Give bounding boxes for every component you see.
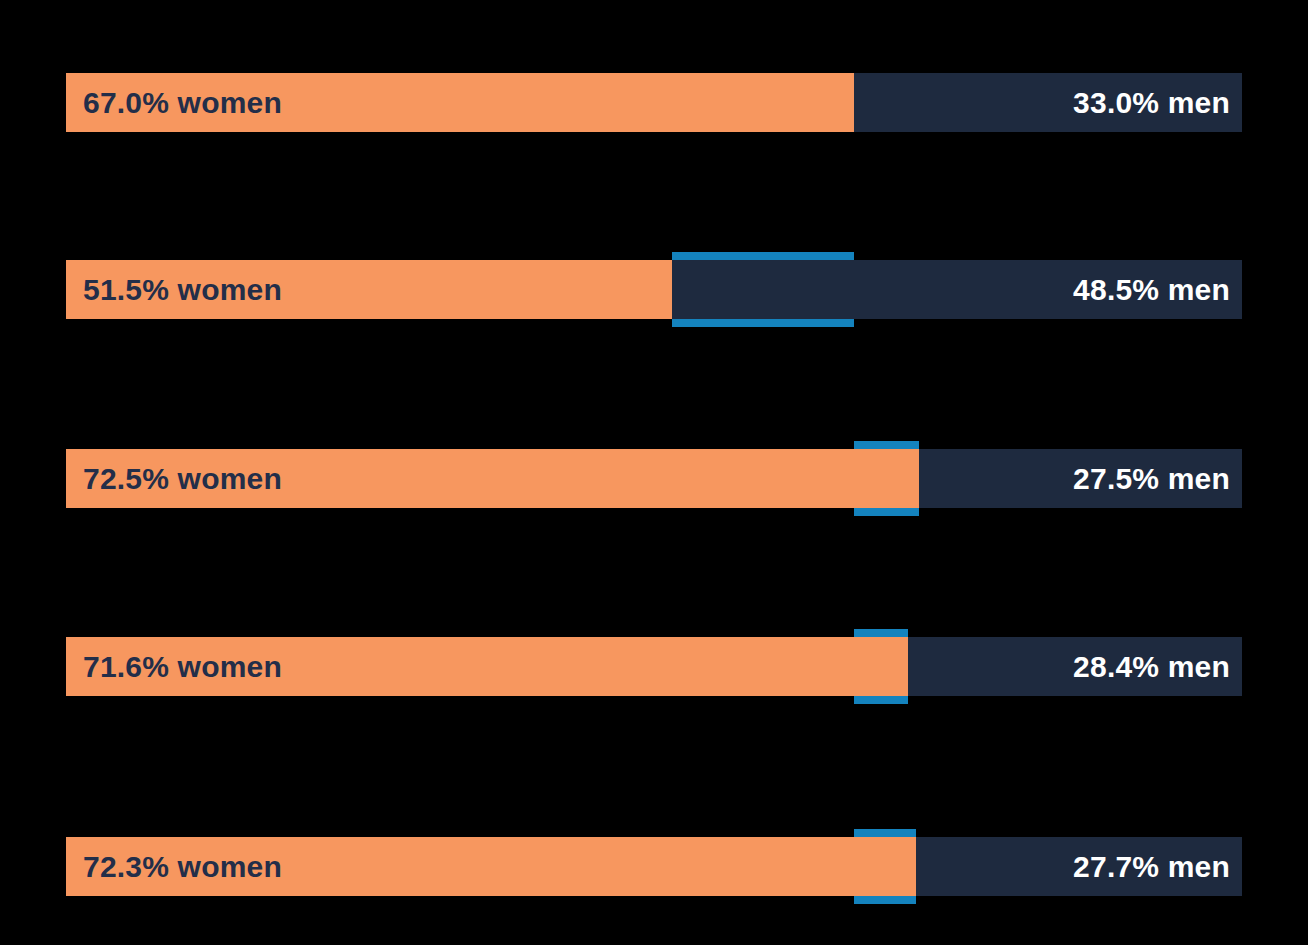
bar-row: 72.5% women 27.5% men [66,449,1242,508]
bar-row: 72.3% women 27.7% men [66,837,1242,896]
men-segment: 33.0% men [854,73,1242,132]
bar-row: 51.5% women 48.5% men [66,260,1242,319]
men-segment: 28.4% men [908,637,1242,696]
women-label: 71.6% women [83,650,282,684]
stacked-bar: 67.0% women 33.0% men [66,73,1242,132]
stacked-bar: 71.6% women 28.4% men [66,637,1242,696]
men-label: 33.0% men [1073,86,1230,120]
men-segment: 27.7% men [916,837,1242,896]
women-label: 51.5% women [83,273,282,307]
women-label: 67.0% women [83,86,282,120]
stacked-bar: 72.5% women 27.5% men [66,449,1242,508]
stacked-bar: 72.3% women 27.7% men [66,837,1242,896]
stacked-bar: 51.5% women 48.5% men [66,260,1242,319]
men-segment: 48.5% men [672,260,1242,319]
bar-row: 67.0% women 33.0% men [66,73,1242,132]
men-label: 48.5% men [1073,273,1230,307]
men-segment: 27.5% men [919,449,1242,508]
women-segment: 71.6% women [66,637,908,696]
gender-share-stacked-bar-chart: 67.0% women 33.0% men 51.5% women 48.5% … [0,0,1308,945]
men-label: 27.7% men [1073,850,1230,884]
women-segment: 72.3% women [66,837,916,896]
women-segment: 51.5% women [66,260,672,319]
women-segment: 72.5% women [66,449,919,508]
men-label: 28.4% men [1073,650,1230,684]
women-segment: 67.0% women [66,73,854,132]
bar-row: 71.6% women 28.4% men [66,637,1242,696]
women-label: 72.5% women [83,462,282,496]
men-label: 27.5% men [1073,462,1230,496]
women-label: 72.3% women [83,850,282,884]
